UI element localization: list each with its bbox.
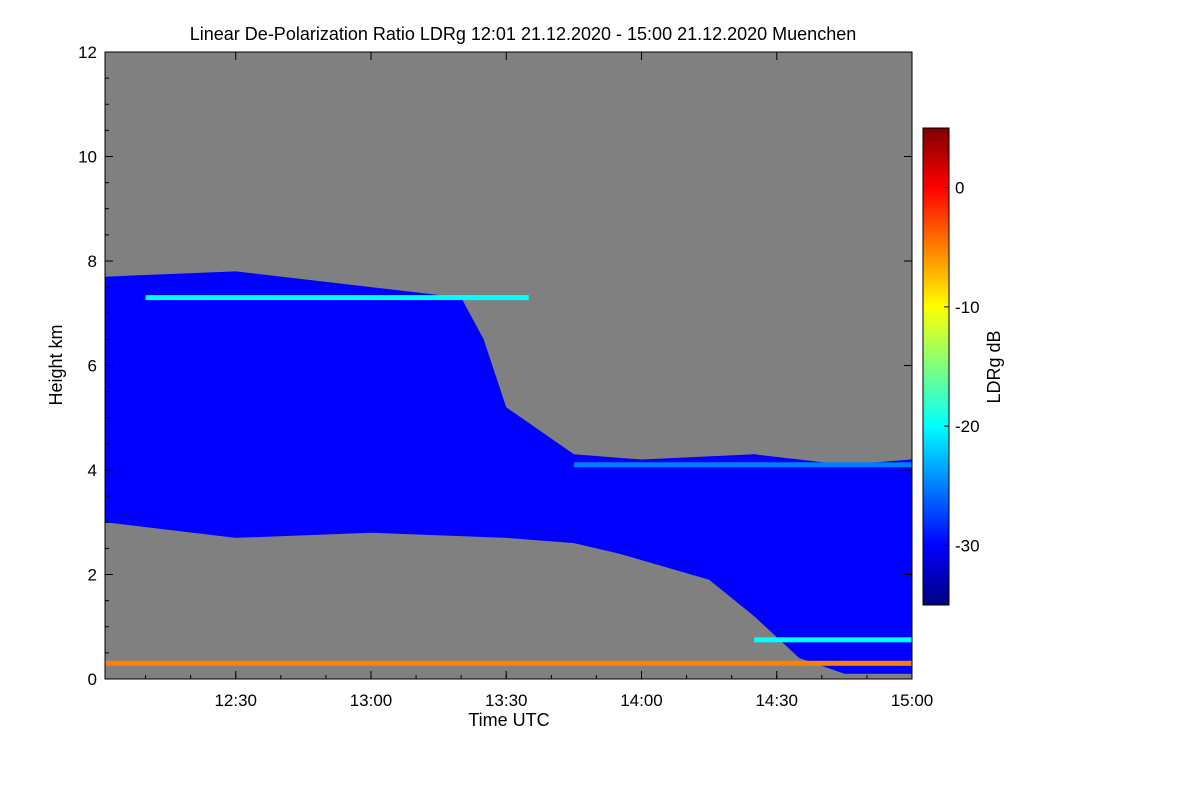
y-axis-label: Height km [46, 324, 66, 405]
y-tick-label: 6 [88, 357, 97, 376]
y-tick-label: 12 [78, 43, 97, 62]
x-tick-label: 12:30 [214, 691, 257, 710]
x-axis-label: Time UTC [468, 710, 549, 730]
layer-band-1 [105, 660, 912, 666]
cloud-region-2 [573, 454, 912, 674]
x-tick-label: 14:30 [755, 691, 798, 710]
x-tick-label: 13:30 [485, 691, 528, 710]
colorbar-tick-label: -20 [955, 417, 980, 436]
layer-band-3 [145, 295, 529, 301]
chart-title: Linear De-Polarization Ratio LDRg 12:01 … [190, 24, 856, 44]
y-tick-label: 2 [88, 566, 97, 585]
layer-band-2 [754, 637, 912, 643]
colorbar-tick-label: -10 [955, 298, 980, 317]
plot-area [105, 52, 912, 679]
x-tick-label: 15:00 [891, 691, 934, 710]
y-tick-label: 0 [88, 670, 97, 689]
y-axis: 0 2 4 6 8 10 12 [78, 43, 912, 689]
y-tick-label: 4 [88, 461, 97, 480]
y-tick-label: 8 [88, 252, 97, 271]
layer-band-4 [573, 462, 912, 468]
colorbar: 0 -10 -20 -30 LDRg dB [922, 127, 1004, 606]
y-tick-label: 10 [78, 148, 97, 167]
x-tick-label: 13:00 [350, 691, 393, 710]
x-axis: 12:30 13:00 13:30 14:00 14:30 15:00 [145, 52, 934, 710]
colorbar-tick-label: 0 [955, 179, 964, 198]
colorbar-ramp [922, 127, 950, 606]
colorbar-tick-label: -30 [955, 536, 980, 555]
x-tick-label: 14:00 [620, 691, 663, 710]
colorbar-label: LDRg dB [984, 330, 1004, 403]
